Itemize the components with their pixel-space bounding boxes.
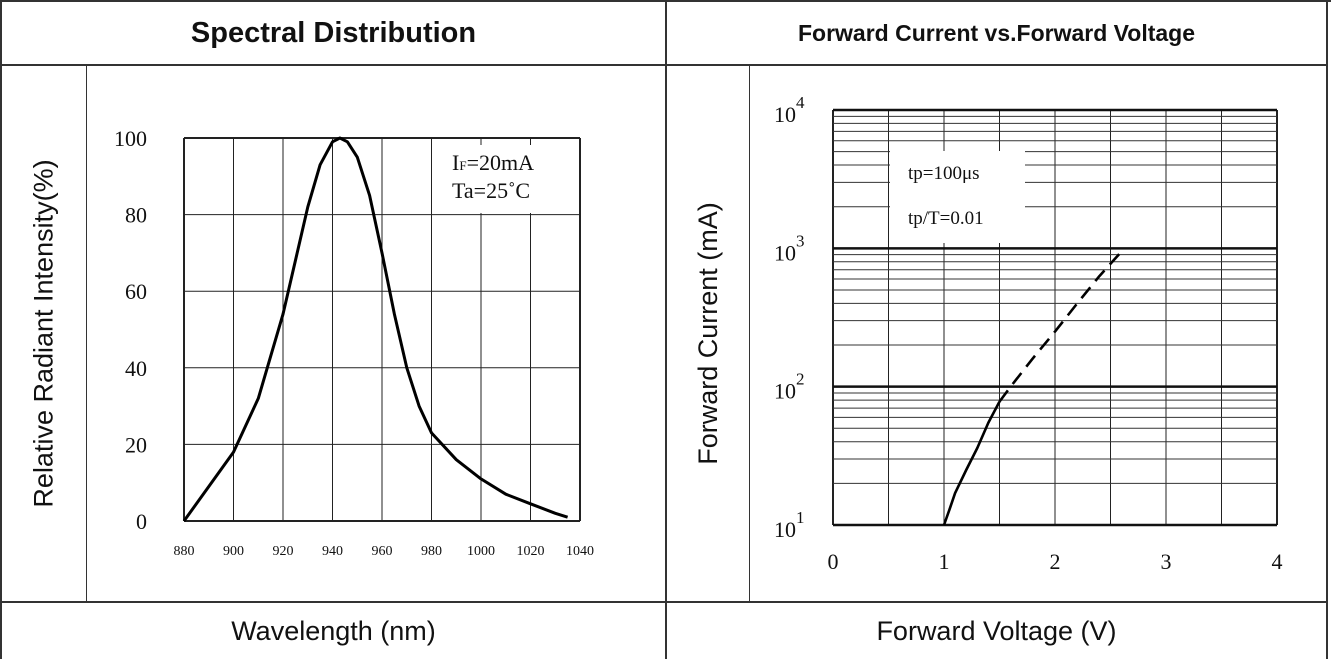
right-y-axis-label-cell: Forward Current (mA) bbox=[667, 66, 749, 601]
y-tick-label: 103 bbox=[774, 231, 805, 265]
spectral-distribution-chart: 880 900 920 940 960 980 1000 1020 1040 0 20 40 60 80 1… bbox=[114, 126, 594, 559]
annotation-temperature: Ta=25˚C bbox=[452, 178, 530, 203]
iv-curve-dashed bbox=[998, 250, 1123, 403]
table-border-left bbox=[0, 0, 2, 659]
annotation-duty-cycle: tp/T=0.01 bbox=[908, 208, 984, 229]
x-tick-label: 1020 bbox=[517, 544, 545, 559]
annotation-pulse-width: tp=100μs bbox=[908, 163, 980, 184]
x-tick-label: 960 bbox=[372, 544, 393, 559]
left-x-axis-label: Wavelength (nm) bbox=[231, 615, 436, 646]
x-tick-label: 920 bbox=[273, 544, 294, 559]
spectral-annotation: IF=20mA Ta=25˚C bbox=[443, 145, 559, 213]
y-tick-label: 80 bbox=[125, 203, 147, 228]
x-tick-label: 3 bbox=[1161, 549, 1172, 574]
right-chart-header: Forward Current vs.Forward Voltage bbox=[797, 19, 1196, 46]
right-y-axis-label: Forward Current (mA) bbox=[692, 202, 723, 465]
spectral-curve bbox=[182, 136, 569, 522]
x-tick-label: 4 bbox=[1272, 549, 1283, 574]
x-tick-label: 1000 bbox=[467, 544, 495, 559]
right-label-column-divider bbox=[749, 65, 750, 602]
y-tick-label: 100 bbox=[114, 126, 147, 151]
left-y-axis-label: Relative Radiant Intensity(%) bbox=[28, 159, 59, 508]
y-tick-label: 102 bbox=[774, 370, 805, 404]
x-tick-label: 880 bbox=[174, 544, 195, 559]
table-border-right bbox=[1326, 0, 1328, 659]
forward-current-voltage-chart: 101 102 103 104 0 1 2 3 4 tp=100μs tp/T=0.01 bbox=[774, 93, 1283, 574]
table-row-divider-bottom bbox=[0, 601, 1328, 603]
iv-curve-solid bbox=[942, 400, 1001, 526]
y-tick-label: 40 bbox=[125, 356, 147, 381]
pulse-annotation: tp=100μs tp/T=0.01 bbox=[890, 151, 1025, 243]
y-tick-label: 60 bbox=[125, 279, 147, 304]
x-tick-label: 980 bbox=[421, 544, 442, 559]
left-label-column-divider bbox=[86, 65, 87, 602]
table-divider-middle bbox=[665, 0, 667, 659]
table-row-divider-top bbox=[0, 64, 1328, 66]
y-tick-label: 104 bbox=[774, 93, 805, 127]
annotation-current: IF=20mA bbox=[452, 150, 534, 175]
y-tick-label: 0 bbox=[136, 509, 147, 534]
x-tick-label: 1 bbox=[939, 549, 950, 574]
x-tick-label: 940 bbox=[322, 544, 343, 559]
x-tick-label: 1040 bbox=[566, 544, 594, 559]
x-tick-label: 900 bbox=[223, 544, 244, 559]
left-chart-header: Spectral Distribution bbox=[190, 16, 477, 49]
right-x-axis-label: Forward Voltage (V) bbox=[876, 615, 1117, 646]
y-tick-label: 101 bbox=[774, 508, 805, 542]
y-tick-label: 20 bbox=[125, 432, 147, 457]
x-tick-label: 2 bbox=[1050, 549, 1061, 574]
left-y-axis-label-cell: Relative Radiant Intensity(%) bbox=[2, 66, 86, 601]
x-tick-label: 0 bbox=[828, 549, 839, 574]
